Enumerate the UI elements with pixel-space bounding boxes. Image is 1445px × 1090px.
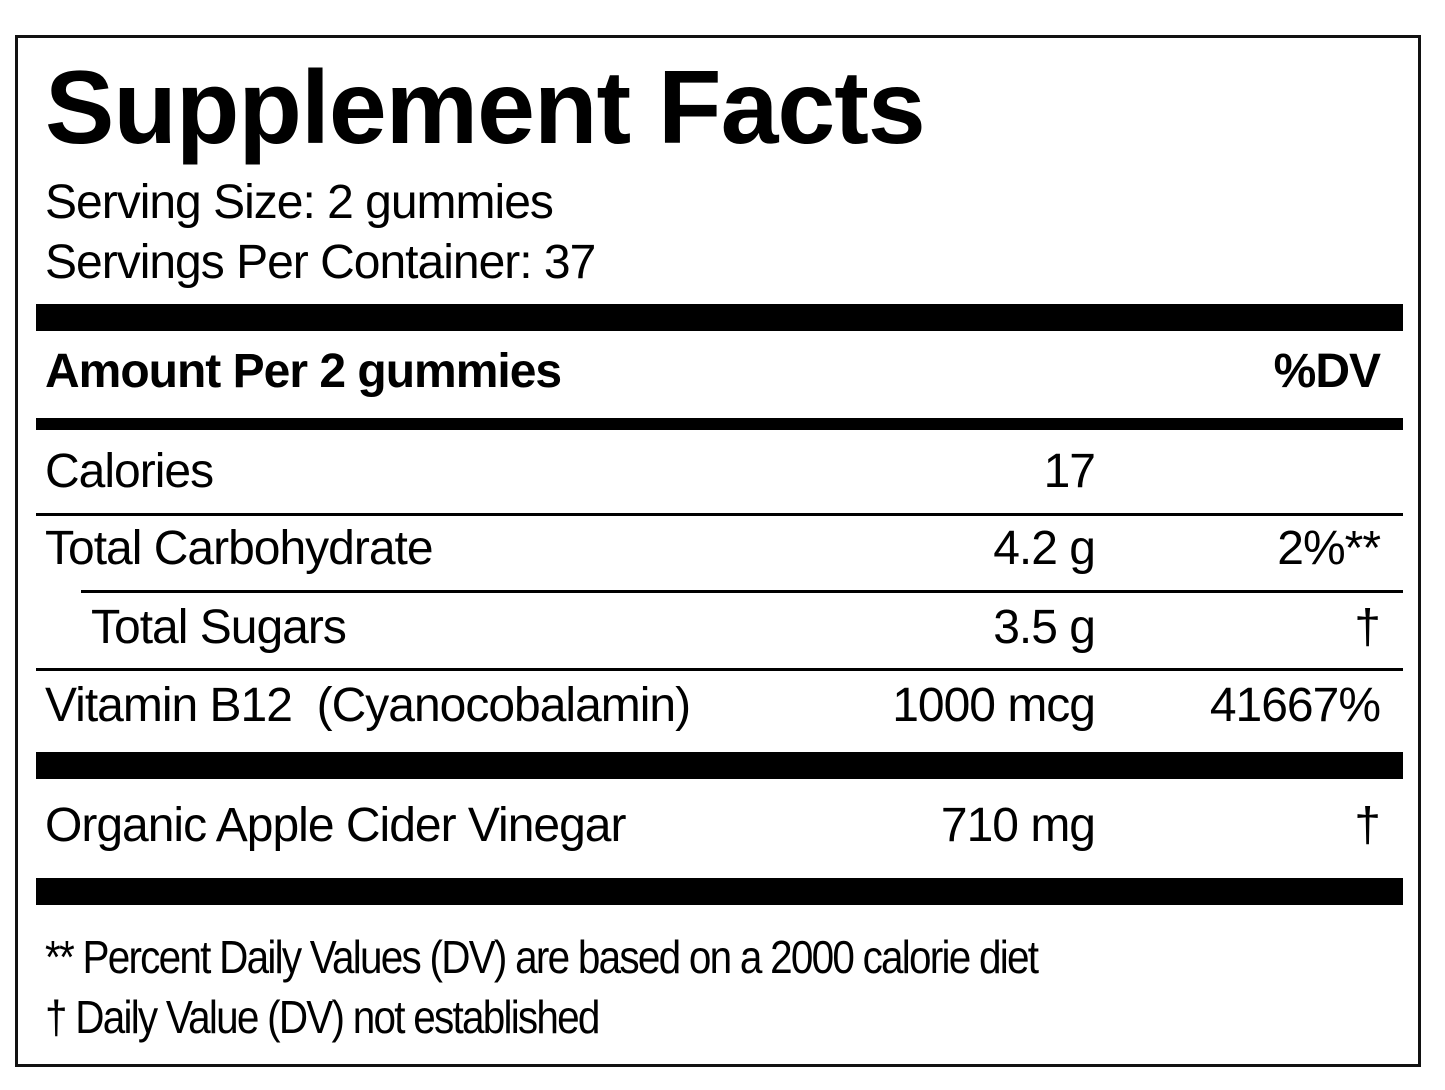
thick-divider — [36, 878, 1403, 905]
nutrient-amount: 1000 mcg — [892, 679, 1096, 732]
thin-divider — [36, 513, 1403, 516]
nutrient-amount: 3.5 g — [993, 601, 1096, 654]
supplement-facts-panel: Supplement Facts Serving Size: 2 gummies… — [15, 35, 1421, 1067]
medium-divider — [36, 418, 1403, 430]
footnote-dv-not-established: † Daily Value (DV) not established — [45, 991, 600, 1043]
nutrient-amount: 17 — [1043, 445, 1096, 498]
nutrient-dv: 41667% — [1209, 679, 1381, 732]
nutrient-name: Calories — [45, 445, 214, 498]
thick-divider — [36, 304, 1403, 331]
nutrient-amount: 710 mg — [940, 799, 1096, 852]
amount-per-label: Amount Per 2 gummies — [45, 345, 562, 398]
thick-divider — [36, 752, 1403, 779]
nutrient-dv: 2%** — [1277, 522, 1381, 575]
panel-title: Supplement Facts — [45, 50, 926, 166]
dv-header: %DV — [1273, 345, 1381, 398]
serving-size: Serving Size: 2 gummies — [45, 176, 554, 229]
thin-divider — [36, 668, 1403, 671]
footnote-dv-basis: ** Percent Daily Values (DV) are based o… — [45, 931, 1039, 983]
servings-per-container: Servings Per Container: 37 — [45, 236, 596, 289]
nutrient-amount: 4.2 g — [993, 522, 1096, 575]
nutrient-name: Total Sugars — [91, 601, 347, 654]
nutrient-dv: † — [1354, 799, 1381, 852]
nutrient-name: Vitamin B12 (Cyanocobalamin) — [45, 679, 691, 732]
nutrient-name: Organic Apple Cider Vinegar — [45, 799, 626, 852]
nutrient-name: Total Carbohydrate — [45, 522, 434, 575]
nutrient-dv: † — [1354, 601, 1381, 654]
thin-divider-indented — [81, 590, 1403, 593]
